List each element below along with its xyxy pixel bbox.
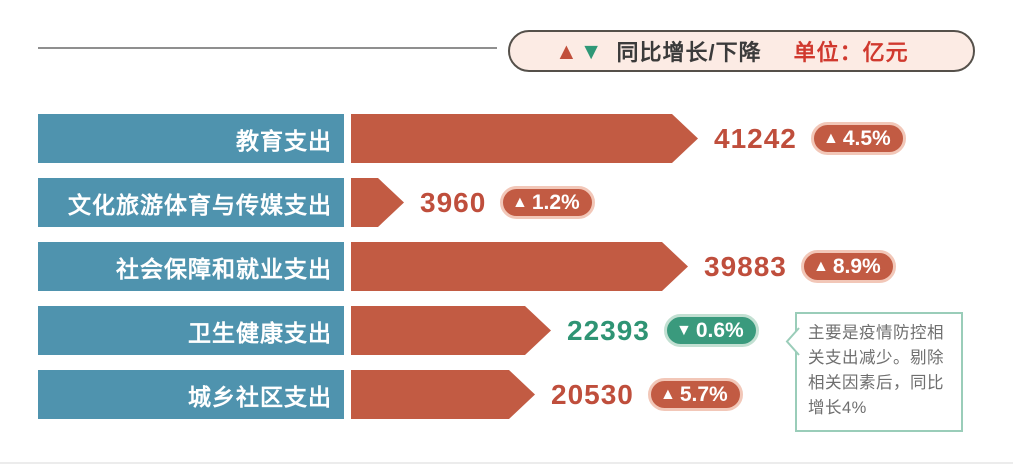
- legend-label: 同比增长/下降: [616, 40, 762, 65]
- bar-row-urban-rural-community: 城乡社区支出 20530 ▲ 5.7%: [0, 370, 1013, 419]
- change-value: 1.2%: [531, 190, 580, 214]
- change-value: 5.7%: [679, 382, 728, 406]
- change-badge: ▼ 0.6%: [664, 314, 759, 347]
- up-triangle-icon: ▲: [823, 129, 839, 147]
- bar-row-health: 卫生健康支出 22393 ▼ 0.6%: [0, 306, 1013, 355]
- bar: [351, 114, 698, 163]
- bar: [351, 370, 535, 419]
- category-label: 教育支出: [38, 114, 344, 163]
- change-value: 8.9%: [832, 254, 881, 278]
- value-label: 41242: [714, 122, 797, 154]
- bar: [351, 306, 551, 355]
- bar-row-social-security: 社会保障和就业支出 39883 ▲ 8.9%: [0, 242, 1013, 291]
- annotation-text: 主要是疫情防控相关支出减少。剔除相关因素后，同比增长4%: [808, 324, 944, 417]
- annotation-callout: 主要是疫情防控相关支出减少。剔除相关因素后，同比增长4%: [785, 312, 963, 432]
- bar-row-culture-tourism: 文化旅游体育与传媒支出 3960 ▲ 1.2%: [0, 178, 1013, 227]
- change-badge: ▲ 8.9%: [801, 250, 896, 283]
- change-value: 0.6%: [695, 318, 744, 342]
- change-badge: ▲ 1.2%: [500, 186, 595, 219]
- change-badge: ▲ 5.7%: [648, 378, 743, 411]
- value-label: 20530: [551, 378, 634, 410]
- value-label: 39883: [704, 250, 787, 282]
- bottom-edge-line: [0, 462, 1013, 464]
- value-label: 3960: [420, 186, 487, 218]
- category-label: 城乡社区支出: [38, 370, 344, 419]
- decrease-triangle-icon: ▼: [579, 37, 603, 64]
- top-divider-line: [38, 47, 497, 49]
- up-triangle-icon: ▲: [813, 257, 829, 275]
- bar: [351, 178, 404, 227]
- bar-chart: 教育支出 41242 ▲ 4.5% 文化旅游体育与传媒支出 3960 ▲ 1.2…: [0, 114, 1013, 434]
- up-triangle-icon: ▲: [660, 385, 676, 403]
- up-triangle-icon: ▲: [512, 193, 528, 211]
- bar-row-education: 教育支出 41242 ▲ 4.5%: [0, 114, 1013, 163]
- unit-label: 单位：亿元: [793, 40, 909, 65]
- bar: [351, 242, 688, 291]
- category-label: 社会保障和就业支出: [38, 242, 344, 291]
- down-triangle-icon: ▼: [676, 321, 692, 339]
- legend-pill: ▲ ▼ 同比增长/下降 单位：亿元: [508, 30, 975, 72]
- value-label: 22393: [567, 314, 650, 346]
- change-badge: ▲ 4.5%: [811, 122, 906, 155]
- callout-arrow-icon: [785, 327, 800, 356]
- increase-triangle-icon: ▲: [555, 37, 578, 64]
- change-value: 4.5%: [842, 126, 891, 150]
- category-label: 卫生健康支出: [38, 306, 344, 355]
- category-label: 文化旅游体育与传媒支出: [38, 178, 344, 227]
